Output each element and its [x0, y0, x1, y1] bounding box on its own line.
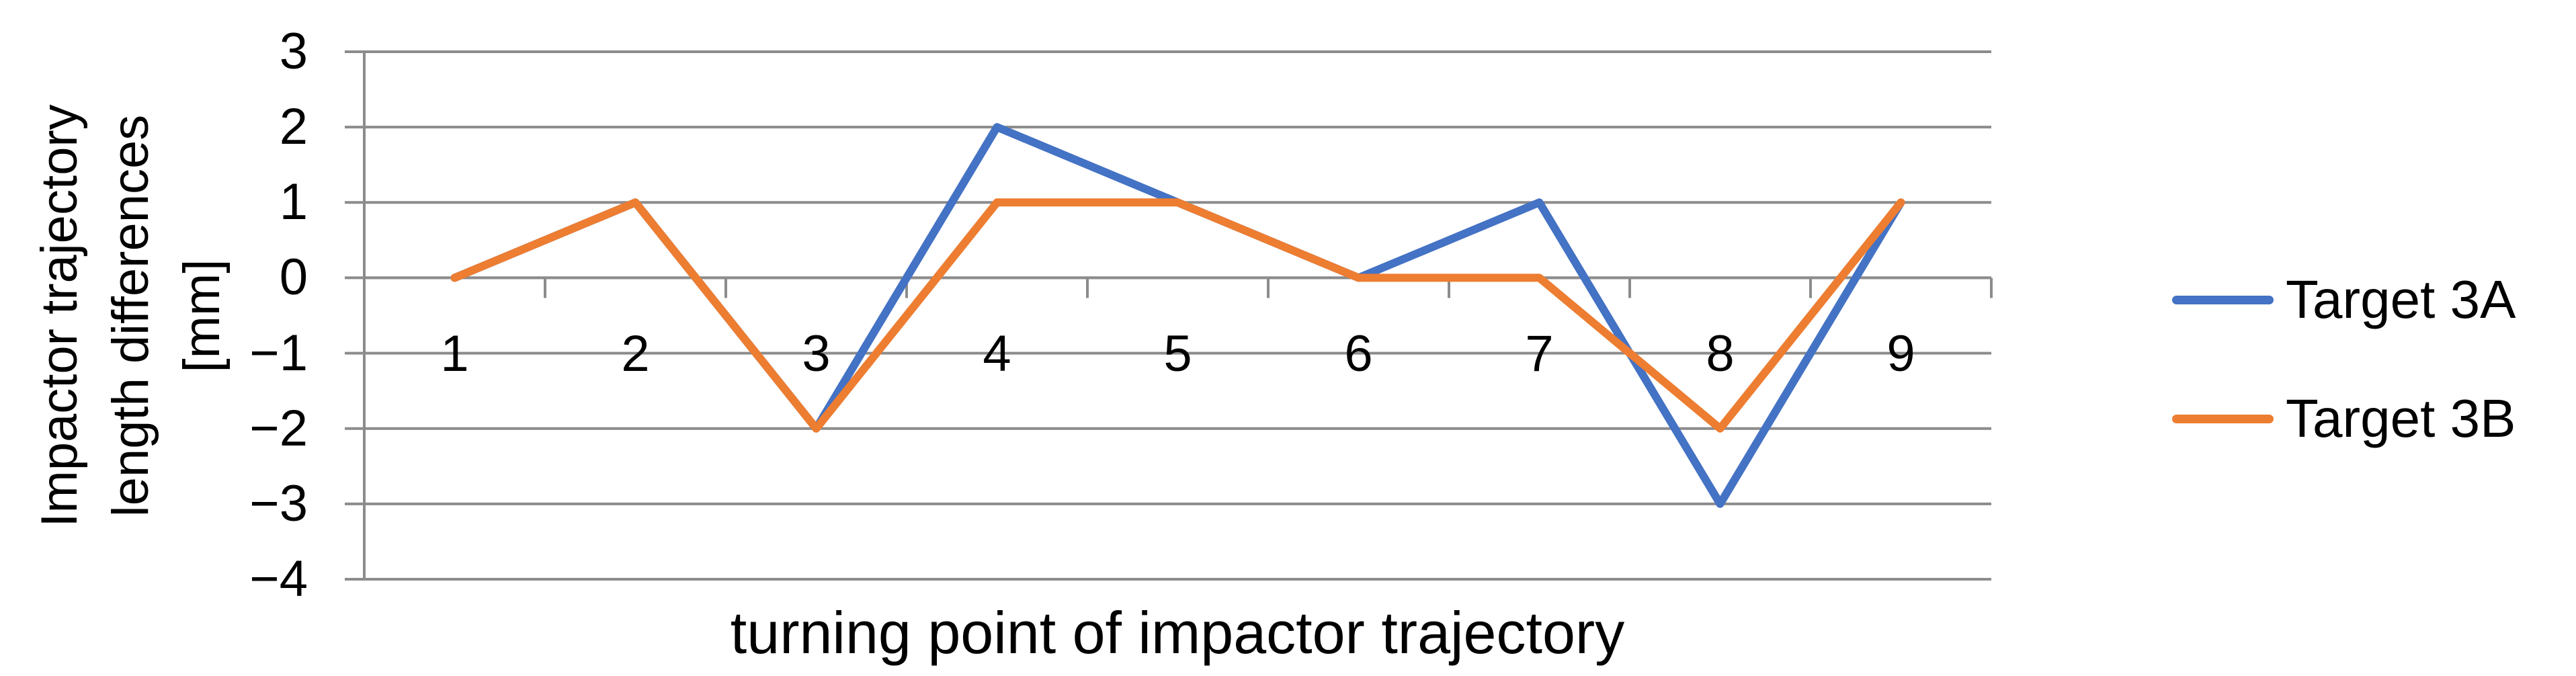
x-tick-label-7: 7	[1525, 325, 1554, 382]
x-tick-label-5: 5	[1163, 325, 1192, 382]
y-tick-label--2: −2	[249, 399, 308, 457]
series-line-target-3a	[450, 123, 1905, 508]
y-axis-title-line-1: Impactor trajectory	[31, 104, 88, 527]
y-axis-title: Impactor trajectory length differences […	[24, 0, 238, 652]
y-axis-title-line-3: [mm]	[173, 259, 231, 373]
x-tick-label-4: 4	[983, 325, 1011, 382]
series-line-target-3b	[450, 198, 1905, 433]
x-tick-label-3: 3	[802, 325, 831, 382]
y-tick-label-3: 3	[279, 23, 308, 80]
y-axis-title-line-2: length differences	[102, 114, 159, 517]
legend-swatch-target-3a	[2172, 295, 2274, 304]
y-tick-label--3: −3	[249, 474, 308, 532]
x-tick-label-2: 2	[621, 325, 650, 382]
x-axis-title: turning point of impactor trajectory	[730, 599, 1625, 666]
y-tick-label-0: 0	[279, 249, 308, 306]
y-tick-label--4: −4	[249, 550, 308, 607]
legend-label-target-3b: Target 3B	[2286, 388, 2516, 448]
x-tick-label-6: 6	[1344, 325, 1373, 382]
y-tick-label-2: 2	[279, 98, 308, 156]
y-tick-label--1: −1	[249, 324, 308, 382]
x-tick-label-9: 9	[1886, 325, 1915, 382]
legend-item-target-3b: Target 3B	[2172, 385, 2516, 452]
y-tick-label-1: 1	[279, 173, 308, 231]
legend-item-target-3a: Target 3A	[2172, 266, 2516, 333]
x-tick-label-8: 8	[1706, 325, 1735, 382]
legend-swatch-target-3b	[2172, 414, 2274, 423]
x-tick-label-1: 1	[440, 325, 469, 382]
legend-label-target-3a: Target 3A	[2286, 269, 2516, 329]
